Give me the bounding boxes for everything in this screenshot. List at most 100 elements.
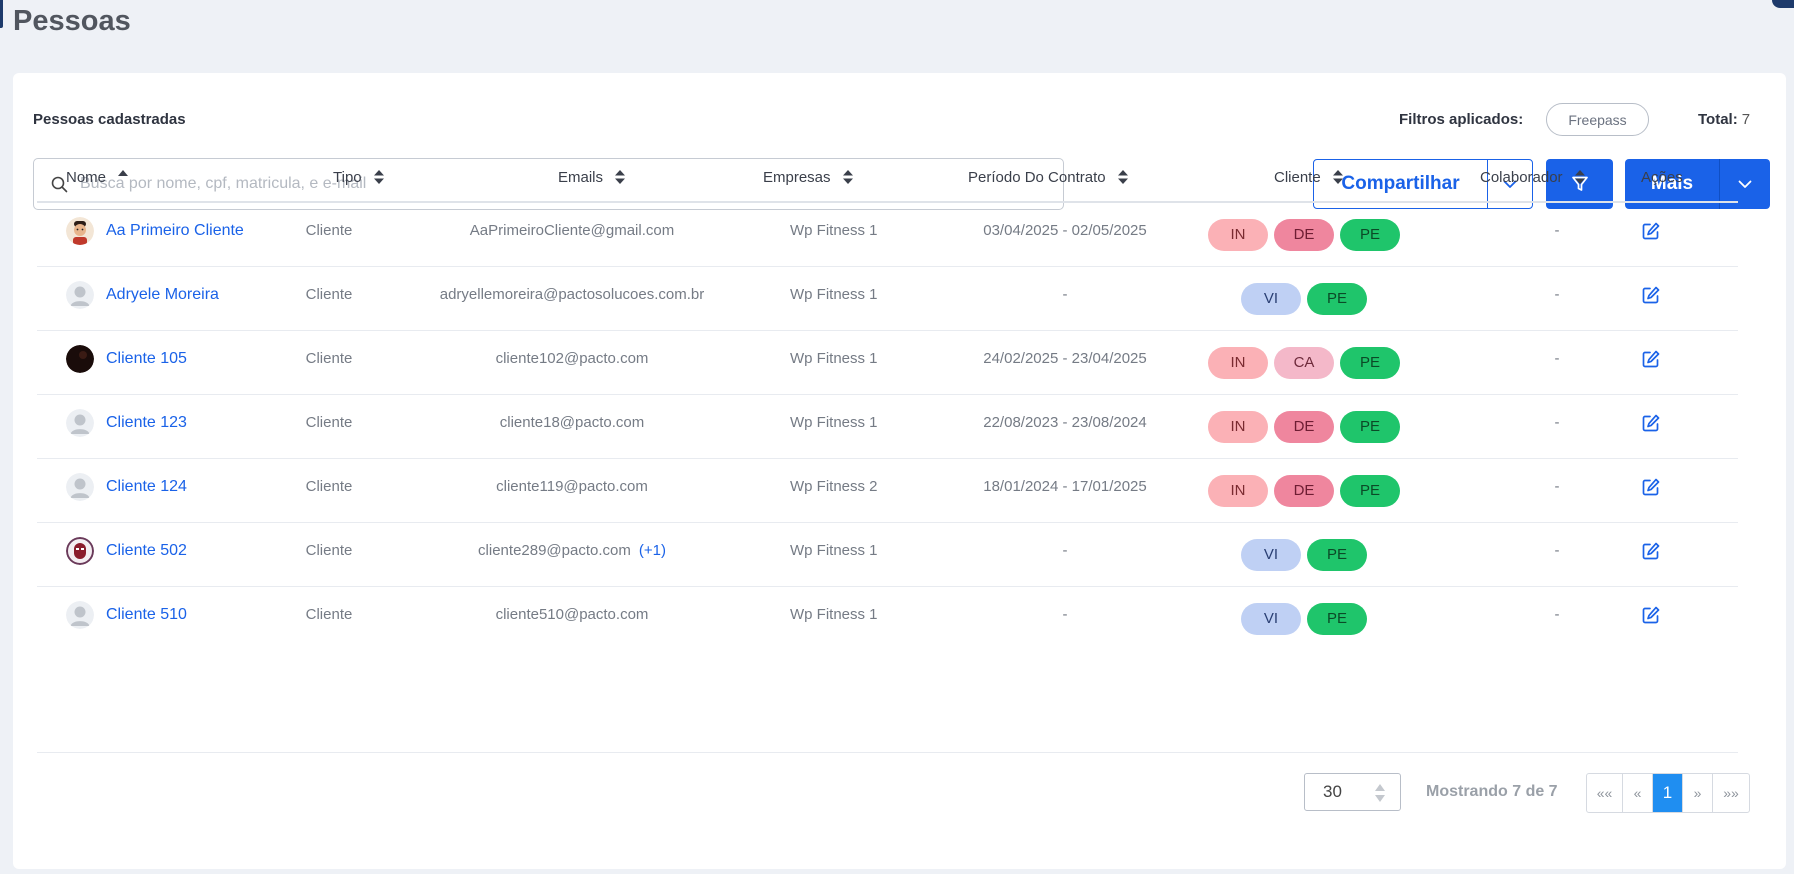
person-name-link[interactable]: Cliente 502 xyxy=(106,541,187,559)
total-label: Total: xyxy=(1698,111,1738,128)
edit-icon[interactable] xyxy=(1641,477,1661,497)
card-title: Pessoas cadastradas xyxy=(33,111,186,128)
share-button-group: Compartilhar xyxy=(1313,159,1533,209)
more-dropdown-toggle[interactable] xyxy=(1720,159,1770,209)
default-avatar-icon xyxy=(66,600,94,629)
edit-icon[interactable] xyxy=(1641,285,1661,305)
filter-chip-freepass[interactable]: Freepass xyxy=(1546,103,1649,136)
column-header-cliente[interactable]: Cliente xyxy=(1274,153,1343,201)
prev-page-button[interactable]: « xyxy=(1623,774,1653,812)
cell-email: cliente289@pacto.com (+1) xyxy=(437,523,707,578)
column-header-empresas[interactable]: Empresas xyxy=(763,153,853,201)
cell-cliente-tags: IN DE PE xyxy=(1189,203,1419,258)
cell-email: cliente18@pacto.com xyxy=(437,395,707,450)
table-row: Cliente 502 Cliente cliente289@pacto.com… xyxy=(37,523,1738,587)
cell-email: adryellemoreira@pactosolucoes.com.br xyxy=(437,267,707,322)
share-dropdown-toggle[interactable] xyxy=(1488,160,1532,208)
column-header-nome[interactable]: Nome xyxy=(66,153,129,201)
column-header-tipo[interactable]: Tipo xyxy=(333,153,384,201)
sort-icon xyxy=(615,170,626,184)
avatar xyxy=(66,536,94,565)
edit-icon[interactable] xyxy=(1641,541,1661,561)
cell-periodo: - xyxy=(1062,606,1068,623)
cell-email: cliente102@pacto.com xyxy=(437,331,707,386)
share-button[interactable]: Compartilhar xyxy=(1314,160,1488,208)
filter-button[interactable] xyxy=(1546,159,1613,209)
edit-icon[interactable] xyxy=(1641,413,1661,433)
cell-cliente-tags: VI PE xyxy=(1189,267,1419,322)
table-bottom-divider xyxy=(37,752,1738,753)
cell-acoes xyxy=(1641,459,1681,514)
tag-list: VI PE xyxy=(1241,538,1367,571)
column-label: Empresas xyxy=(763,168,831,186)
page-button-current[interactable]: 1 xyxy=(1653,774,1683,812)
cell-email: cliente510@pacto.com xyxy=(437,587,707,642)
more-button-group: Mais xyxy=(1625,159,1770,209)
email-text: cliente18@pacto.com xyxy=(499,414,645,431)
person-name-link[interactable]: Cliente 123 xyxy=(106,413,187,431)
cell-tipo: Cliente xyxy=(305,542,353,559)
column-header-emails[interactable]: Emails xyxy=(558,153,626,201)
table-header: Nome Tipo Emails Empresas Período Do Con… xyxy=(37,153,1738,203)
tag-badge: VI xyxy=(1241,282,1301,315)
tag-badge: VI xyxy=(1241,602,1301,635)
tag-badge: CA xyxy=(1274,346,1334,379)
edit-icon[interactable] xyxy=(1641,221,1661,241)
column-label: Tipo xyxy=(333,168,362,186)
person-name-link[interactable]: Aa Primeiro Cliente xyxy=(106,221,244,239)
cell-empresa: Wp Fitness 1 xyxy=(790,606,878,623)
cell-acoes xyxy=(1641,523,1681,578)
person-name-link[interactable]: Cliente 124 xyxy=(106,477,187,495)
cell-tipo: Cliente xyxy=(305,606,353,623)
column-label: Cliente xyxy=(1274,168,1321,186)
more-emails-link[interactable]: (+1) xyxy=(638,542,666,559)
sort-icon xyxy=(1117,170,1128,184)
tag-badge: PE xyxy=(1340,474,1400,507)
avatar xyxy=(66,344,94,373)
cell-periodo: - xyxy=(1062,542,1068,559)
search-input[interactable] xyxy=(78,174,982,194)
cell-acoes xyxy=(1641,587,1681,642)
people-card: Pessoas cadastradas Filtros aplicados: F… xyxy=(13,73,1786,869)
person-name-link[interactable]: Cliente 105 xyxy=(106,349,187,367)
chevron-down-icon xyxy=(1738,180,1752,189)
page-title: Pessoas xyxy=(13,5,131,37)
column-header-periodo[interactable]: Período Do Contrato xyxy=(968,153,1128,201)
column-header-colaborador[interactable]: Colaborador xyxy=(1480,153,1585,201)
table-row: Aa Primeiro Cliente Cliente AaPrimeiroCl… xyxy=(37,203,1738,267)
first-page-button[interactable]: «« xyxy=(1587,774,1623,812)
cell-colaborador: - xyxy=(1554,414,1560,431)
cartoon-avatar-icon xyxy=(66,216,94,245)
email-text: AaPrimeiroCliente@gmail.com xyxy=(469,222,675,239)
column-label: Emails xyxy=(558,168,604,186)
edit-icon[interactable] xyxy=(1641,605,1661,625)
cell-colaborador: - xyxy=(1554,606,1560,623)
cell-nome: Cliente 105 xyxy=(66,331,321,386)
default-avatar-icon xyxy=(66,472,94,501)
cell-acoes xyxy=(1641,395,1681,450)
more-button[interactable]: Mais xyxy=(1625,159,1720,209)
sort-icon xyxy=(1332,170,1343,184)
mask-avatar-icon xyxy=(66,536,94,565)
tag-badge: DE xyxy=(1274,474,1334,507)
tag-badge: PE xyxy=(1340,410,1400,443)
people-table: Nome Tipo Emails Empresas Período Do Con… xyxy=(37,153,1738,650)
showing-count: Mostrando 7 de 7 xyxy=(1426,783,1558,800)
tag-badge: IN xyxy=(1208,474,1268,507)
page-size-select[interactable]: 30 xyxy=(1304,773,1401,811)
cell-tipo: Cliente xyxy=(305,222,353,239)
person-name-link[interactable]: Adryele Moreira xyxy=(106,285,219,303)
right-edge-marker xyxy=(1772,0,1794,8)
cell-cliente-tags: VI PE xyxy=(1189,523,1419,578)
cell-colaborador: - xyxy=(1554,350,1560,367)
last-page-button[interactable]: »» xyxy=(1723,785,1739,801)
table-row: Cliente 123 Cliente cliente18@pacto.com … xyxy=(37,395,1738,459)
person-name-link[interactable]: Cliente 510 xyxy=(106,605,187,623)
email-text: cliente119@pacto.com xyxy=(496,478,648,495)
search-box[interactable] xyxy=(33,158,1064,210)
cell-periodo: 22/08/2023 - 23/08/2024 xyxy=(983,414,1147,431)
cell-tipo: Cliente xyxy=(305,478,353,495)
cell-nome: Adryele Moreira xyxy=(66,267,321,322)
edit-icon[interactable] xyxy=(1641,349,1661,369)
next-page-button[interactable]: » xyxy=(1683,774,1713,812)
